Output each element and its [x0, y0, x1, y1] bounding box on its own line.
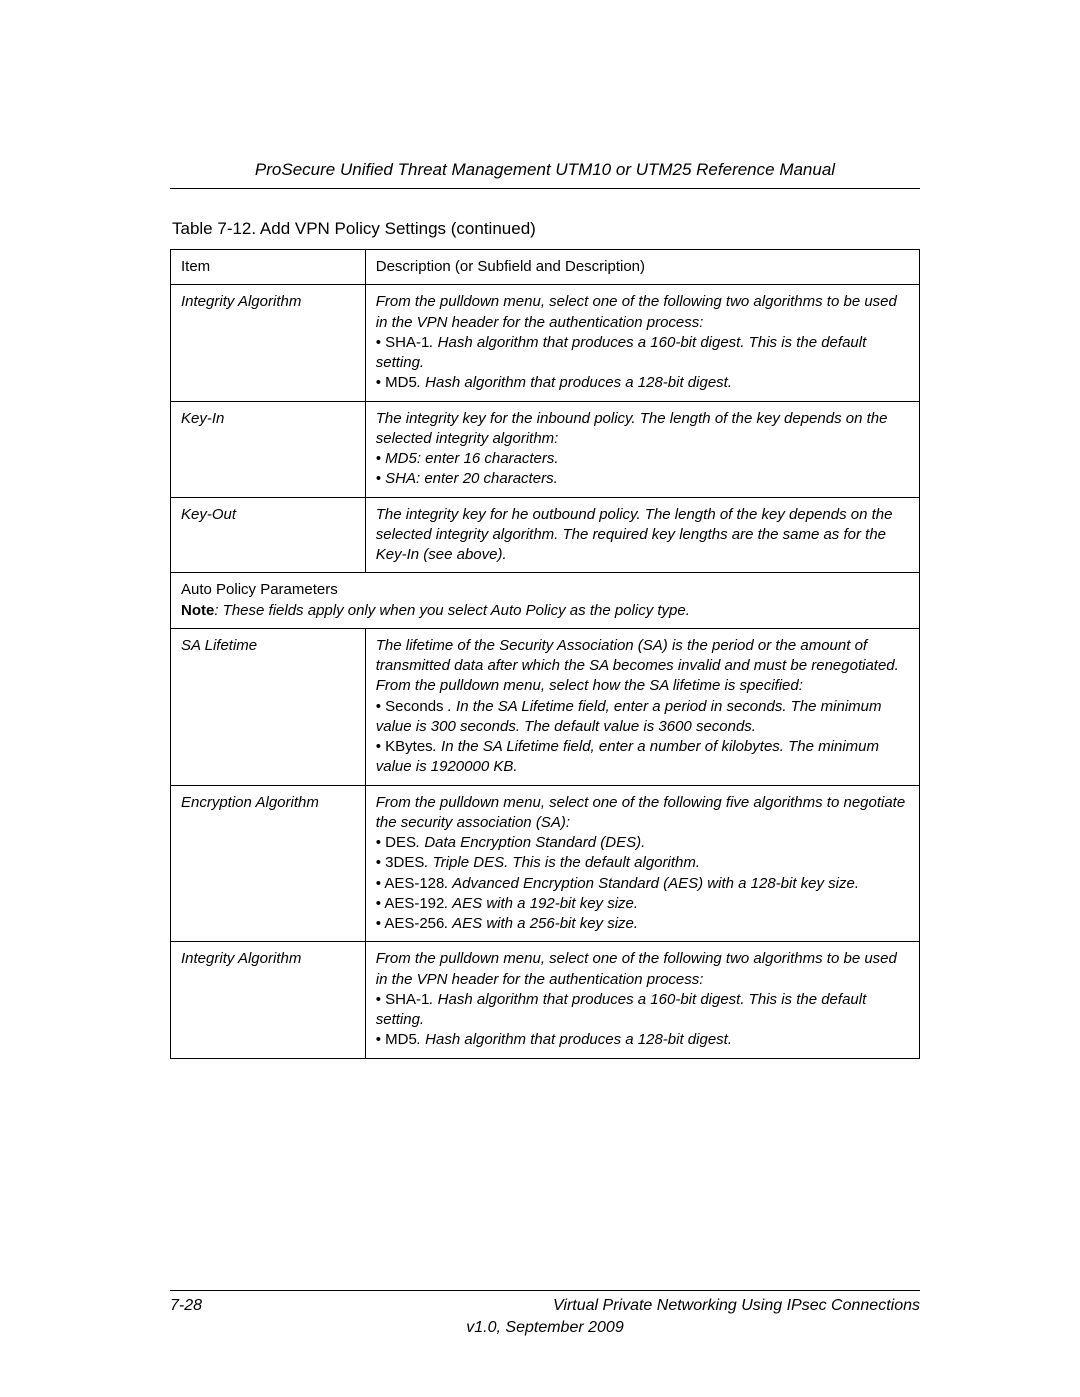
table-row: Integrity Algorithm From the pulldown me…	[171, 942, 920, 1058]
bullet-text: . In the SA Lifetime field, enter a peri…	[376, 698, 882, 735]
section-row: Auto Policy Parameters Note: These field…	[171, 573, 920, 629]
cell-item: Encryption Algorithm	[171, 785, 366, 942]
bullet-label: AES-256	[384, 915, 444, 932]
cell-item: Key-Out	[171, 497, 366, 573]
bullet-text: . Triple DES. This is the default algori…	[424, 854, 700, 871]
bullet-label: AES-128	[384, 875, 444, 892]
col-item: Item	[171, 250, 366, 285]
bullet-text: . Hash algorithm that produces a 160-bit…	[376, 334, 867, 371]
cell-item: SA Lifetime	[171, 628, 366, 785]
chapter-title: Virtual Private Networking Using IPsec C…	[553, 1297, 920, 1315]
table-row: Key-In The integrity key for the inbound…	[171, 401, 920, 497]
desc-intro: The lifetime of the Security Association…	[376, 637, 899, 695]
table-row: Encryption Algorithm From the pulldown m…	[171, 785, 920, 942]
desc-intro: The integrity key for the inbound policy…	[376, 410, 888, 447]
section-title: Auto Policy Parameters	[181, 581, 338, 598]
bullet-text: . Hash algorithm that produces a 160-bit…	[376, 991, 867, 1028]
desc-intro: From the pulldown menu, select one of th…	[376, 794, 905, 831]
bullet-text: . In the SA Lifetime field, enter a numb…	[376, 738, 879, 775]
bullet-label: KBytes	[385, 738, 433, 755]
bullet-text: . Advanced Encryption Standard (AES) wit…	[444, 875, 859, 892]
cell-item: Integrity Algorithm	[171, 942, 366, 1058]
list-item: • SHA: enter 20 characters.	[376, 470, 558, 487]
bullet-label: MD5	[385, 374, 417, 391]
page-number: 7-28	[170, 1297, 202, 1315]
bullet-label: AES-192	[384, 895, 444, 912]
bullet-label: SHA-1	[385, 991, 429, 1008]
desc-intro: From the pulldown menu, select one of th…	[376, 293, 897, 330]
cell-desc: The integrity key for the inbound policy…	[365, 401, 919, 497]
cell-item: Integrity Algorithm	[171, 285, 366, 401]
bullet-text: . AES with a 256-bit key size.	[444, 915, 638, 932]
page-footer: 7-28 Virtual Private Networking Using IP…	[170, 1290, 920, 1337]
settings-table: Item Description (or Subfield and Descri…	[170, 249, 920, 1059]
bullet-text: . AES with a 192-bit key size.	[444, 895, 638, 912]
bullet-label: SHA-1	[385, 334, 429, 351]
bullet-label: 3DES	[385, 854, 424, 871]
bullet-label: MD5	[385, 1031, 417, 1048]
running-header: ProSecure Unified Threat Management UTM1…	[170, 160, 920, 189]
note-label: Note	[181, 602, 214, 619]
bullet-label: Seconds	[385, 698, 443, 715]
bullet-text: . Hash algorithm that produces a 128-bit…	[417, 1031, 732, 1048]
table-header-row: Item Description (or Subfield and Descri…	[171, 250, 920, 285]
cell-desc: The integrity key for he outbound policy…	[365, 497, 919, 573]
list-item: • MD5: enter 16 characters.	[376, 450, 559, 467]
version-line: v1.0, September 2009	[170, 1319, 920, 1337]
cell-item: Key-In	[171, 401, 366, 497]
cell-desc: From the pulldown menu, select one of th…	[365, 942, 919, 1058]
table-row: Key-Out The integrity key for he outboun…	[171, 497, 920, 573]
bullet-label: DES	[385, 834, 416, 851]
section-cell: Auto Policy Parameters Note: These field…	[171, 573, 920, 629]
bullet-text: . Data Encryption Standard (DES).	[416, 834, 645, 851]
cell-desc: The lifetime of the Security Association…	[365, 628, 919, 785]
cell-desc: From the pulldown menu, select one of th…	[365, 785, 919, 942]
col-desc: Description (or Subfield and Description…	[365, 250, 919, 285]
desc-intro: From the pulldown menu, select one of th…	[376, 950, 897, 987]
table-caption: Table 7-12. Add VPN Policy Settings (con…	[172, 219, 920, 239]
note-text: : These fields apply only when you selec…	[214, 602, 690, 619]
page: ProSecure Unified Threat Management UTM1…	[0, 0, 1080, 1397]
table-row: Integrity Algorithm From the pulldown me…	[171, 285, 920, 401]
bullet-text: . Hash algorithm that produces a 128-bit…	[417, 374, 732, 391]
table-row: SA Lifetime The lifetime of the Security…	[171, 628, 920, 785]
cell-desc: From the pulldown menu, select one of th…	[365, 285, 919, 401]
